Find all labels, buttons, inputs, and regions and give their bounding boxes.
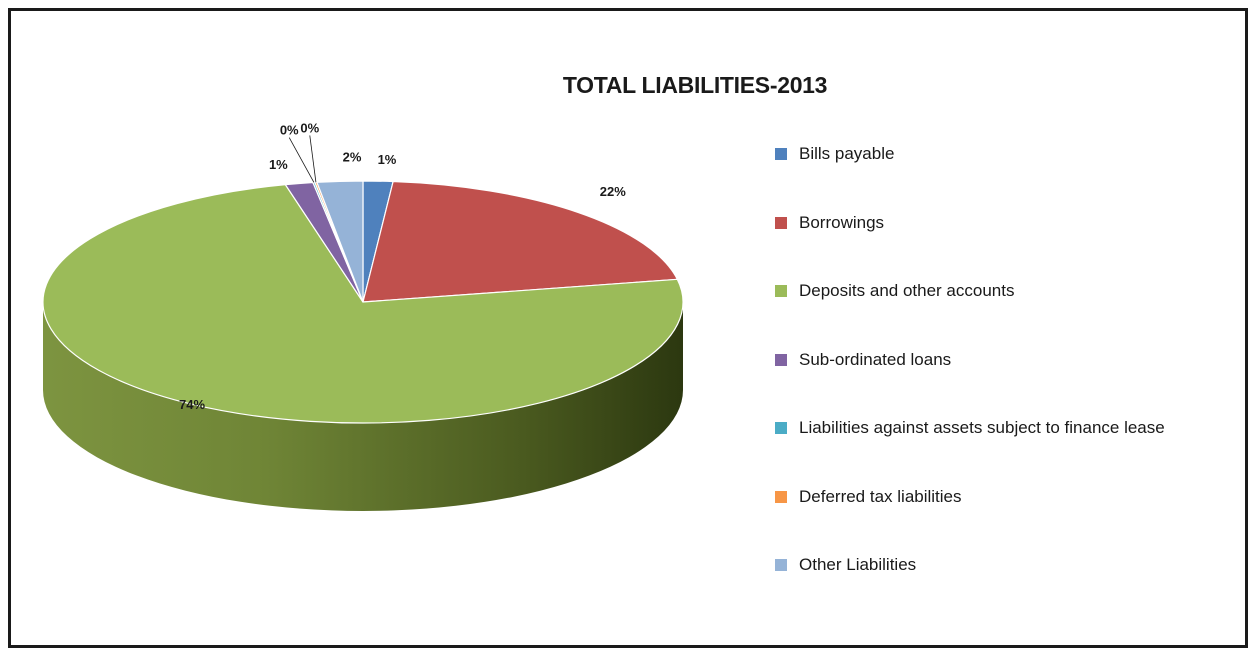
pie-side-wall bbox=[43, 302, 683, 511]
legend-item-deferred-tax: Deferred tax liabilities bbox=[775, 483, 1245, 552]
legend-label: Sub-ordinated loans bbox=[799, 349, 952, 369]
data-label: 74% bbox=[179, 397, 205, 412]
legend-swatch bbox=[775, 422, 787, 434]
data-label: 0% bbox=[280, 123, 299, 138]
legend-swatch bbox=[775, 490, 787, 503]
legend-item-other-liabilities: Other Liabilities bbox=[775, 551, 1245, 620]
data-label: 1% bbox=[269, 157, 288, 172]
pie-slices bbox=[42, 180, 684, 424]
legend-item-finance-lease: Liabilities against assets subject to fi… bbox=[775, 414, 1245, 483]
legend-swatch bbox=[775, 148, 787, 160]
legend-item-borrowings: Borrowings bbox=[775, 209, 1245, 278]
data-label: 0% bbox=[300, 120, 319, 135]
legend-swatch bbox=[775, 285, 787, 297]
legend-swatch bbox=[775, 353, 787, 366]
data-label: 22% bbox=[600, 184, 626, 199]
legend-label: Deposits and other accounts bbox=[799, 281, 1015, 300]
legend-label: Bills payable bbox=[799, 144, 895, 163]
legend-label: Liabilities against assets subject to fi… bbox=[799, 418, 1165, 437]
legend-item-subordinated-loans: Sub-ordinated loans bbox=[775, 346, 1245, 415]
legend-swatch bbox=[775, 559, 787, 571]
legend-label: Deferred tax liabilities bbox=[799, 486, 962, 506]
legend-label: Borrowings bbox=[799, 212, 885, 232]
leader-line bbox=[309, 135, 317, 183]
data-label: 2% bbox=[343, 150, 362, 165]
data-label: 1% bbox=[378, 152, 397, 167]
pie-slice-deposits-and-other-accounts bbox=[42, 183, 684, 424]
chart-legend: Bills payable Borrowings Deposits and ot… bbox=[775, 140, 1245, 620]
legend-item-deposits: Deposits and other accounts bbox=[775, 277, 1245, 346]
pie-chart: 1% 22% 74% 1% 0% 0% 2% bbox=[42, 120, 684, 511]
pie-slice-borrowings bbox=[362, 180, 679, 303]
legend-item-bills-payable: Bills payable bbox=[775, 140, 1245, 209]
pie-slice-other-liabilities bbox=[316, 180, 364, 303]
legend-label: Other Liabilities bbox=[799, 555, 917, 574]
legend-swatch bbox=[775, 216, 787, 229]
chart-title: TOTAL LIABILITIES-2013 bbox=[562, 72, 828, 98]
leader-line bbox=[288, 137, 315, 183]
pie-side-deposits bbox=[43, 302, 683, 511]
pie-data-labels: 1% 22% 74% 1% 0% 0% 2% bbox=[179, 120, 626, 412]
